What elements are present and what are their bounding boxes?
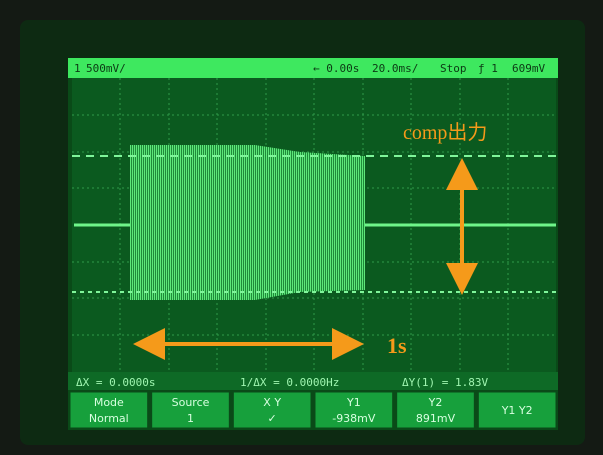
timebase: 20.0ms/	[372, 62, 418, 75]
channel: 1	[74, 62, 81, 75]
softkey-label: X Y	[263, 396, 281, 409]
softkey-label: Mode	[94, 396, 124, 409]
softkey-label: Y2	[428, 396, 443, 409]
softkey-value: ✓	[268, 412, 277, 425]
time-span-label: 1s	[387, 333, 407, 358]
softkey-label: Y1 Y2	[501, 404, 533, 417]
trigger: ƒ 1	[478, 62, 498, 75]
trigger-level: 609mV	[512, 62, 545, 75]
softkey-label: Source	[172, 396, 210, 409]
softkey-value: 891mV	[416, 412, 456, 425]
signal-label: comp出力	[403, 121, 487, 144]
run-state: Stop	[440, 62, 467, 75]
vertical-scale: 500mV/	[86, 62, 126, 75]
oscilloscope-photo: 1 500mV/ ← 0.00s 20.0ms/ Stop ƒ 1 609mV …	[0, 0, 603, 455]
measurement: ΔY(1) = 1.83V	[402, 376, 488, 389]
softkey-value: 1	[187, 412, 194, 425]
measurement: ΔX = 0.0000s	[76, 376, 155, 389]
softkey-value: Normal	[89, 412, 129, 425]
measurement: 1/ΔX = 0.0000Hz	[240, 376, 339, 389]
softkey-label: Y1	[346, 396, 361, 409]
delay: ← 0.00s	[313, 62, 359, 75]
softkey-value: -938mV	[332, 412, 376, 425]
